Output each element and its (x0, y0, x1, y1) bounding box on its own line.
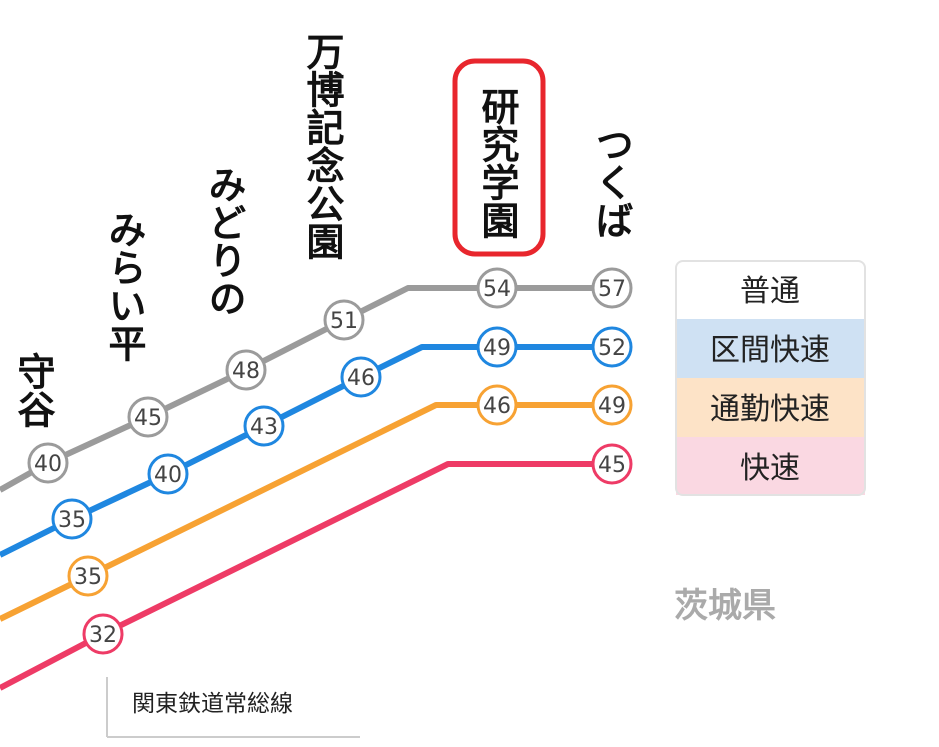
station-name-tsukuba: つくば (589, 125, 633, 239)
local-time-marker: 48 (225, 349, 267, 391)
time-label: 49 (483, 336, 511, 361)
time-circle (127, 396, 169, 438)
local-time-marker: 51 (323, 299, 365, 341)
legend-rapid-swatch (676, 437, 865, 495)
connecting-line-label: 関東鉄道常総線 (132, 691, 293, 717)
station-name-midorino: みどりの (202, 165, 246, 317)
section-rapid-time-marker: 40 (147, 453, 189, 495)
section-rapid-time-marker: 49 (476, 326, 518, 368)
time-circle (591, 443, 633, 485)
time-label: 40 (154, 463, 182, 488)
local-line (0, 285, 612, 493)
section-rapid-time-marker: 43 (243, 405, 285, 447)
local-time-marker: 40 (27, 442, 69, 484)
time-label: 49 (598, 394, 626, 419)
local-time-marker: 57 (591, 267, 633, 309)
commuter-rapid-line (0, 402, 612, 622)
legend: 普通 区間快速 通勤快速 快速 (675, 260, 866, 496)
time-circles: 40 45 48 51 54 57 35 40 43 46 49 52 35 46 49 32 45 (27, 267, 633, 655)
time-circle (476, 384, 518, 426)
rapid-line (0, 461, 612, 691)
time-label: 45 (598, 453, 626, 478)
time-circle (591, 267, 633, 309)
time-label: 43 (250, 415, 278, 440)
section-rapid-time-marker: 52 (591, 326, 633, 368)
section-rapid-time-marker: 35 (51, 498, 93, 540)
legend-commuter-rapid-label: 通勤快速 (710, 392, 830, 427)
section-rapid-time-marker: 46 (340, 356, 382, 398)
time-label: 52 (598, 336, 626, 361)
time-label: 40 (34, 452, 62, 477)
region-label: 茨城県 (674, 586, 776, 626)
station-name-kenkyu-gakuen: 研究学園 (475, 87, 519, 239)
station-name-banpaku: 万博記念公園 (300, 32, 344, 260)
time-circle (340, 356, 382, 398)
time-label: 46 (483, 394, 511, 419)
time-label: 35 (74, 565, 102, 590)
time-label: 54 (483, 277, 511, 302)
legend-commuter-rapid-swatch (676, 378, 865, 437)
time-label: 45 (134, 406, 162, 431)
time-circle (82, 613, 124, 655)
legend-local-label: 普通 (740, 274, 800, 309)
time-circle (243, 405, 285, 447)
time-circle (27, 442, 69, 484)
commuter-rapid-time-marker: 49 (591, 384, 633, 426)
commuter-rapid-time-marker: 46 (476, 384, 518, 426)
time-circle (476, 326, 518, 368)
time-circle (225, 349, 267, 391)
legend-border (675, 260, 866, 496)
time-circle (591, 384, 633, 426)
time-label: 32 (89, 623, 117, 648)
rapid-time-marker: 45 (591, 443, 633, 485)
time-circle (476, 267, 518, 309)
legend-section-rapid-swatch (676, 319, 865, 378)
time-circle (51, 498, 93, 540)
highlight-box (452, 58, 546, 257)
time-label: 48 (232, 359, 260, 384)
local-time-marker: 54 (476, 267, 518, 309)
time-circle (147, 453, 189, 495)
time-label: 35 (58, 508, 86, 533)
time-label: 51 (330, 309, 358, 334)
station-name-moriya: 守谷 (11, 352, 55, 428)
time-label: 46 (347, 366, 375, 391)
time-circle (591, 326, 633, 368)
commuter-rapid-time-marker: 35 (67, 555, 109, 597)
time-circle (67, 555, 109, 597)
local-time-marker: 45 (127, 396, 169, 438)
legend-rapid-label: 快速 (740, 451, 800, 486)
time-label: 57 (598, 277, 626, 302)
time-circle (323, 299, 365, 341)
station-name-miraidaira: みらい平 (102, 210, 146, 362)
rapid-time-marker: 32 (82, 613, 124, 655)
legend-section-rapid-label: 区間快速 (710, 333, 830, 368)
legend-local-swatch (676, 261, 865, 319)
